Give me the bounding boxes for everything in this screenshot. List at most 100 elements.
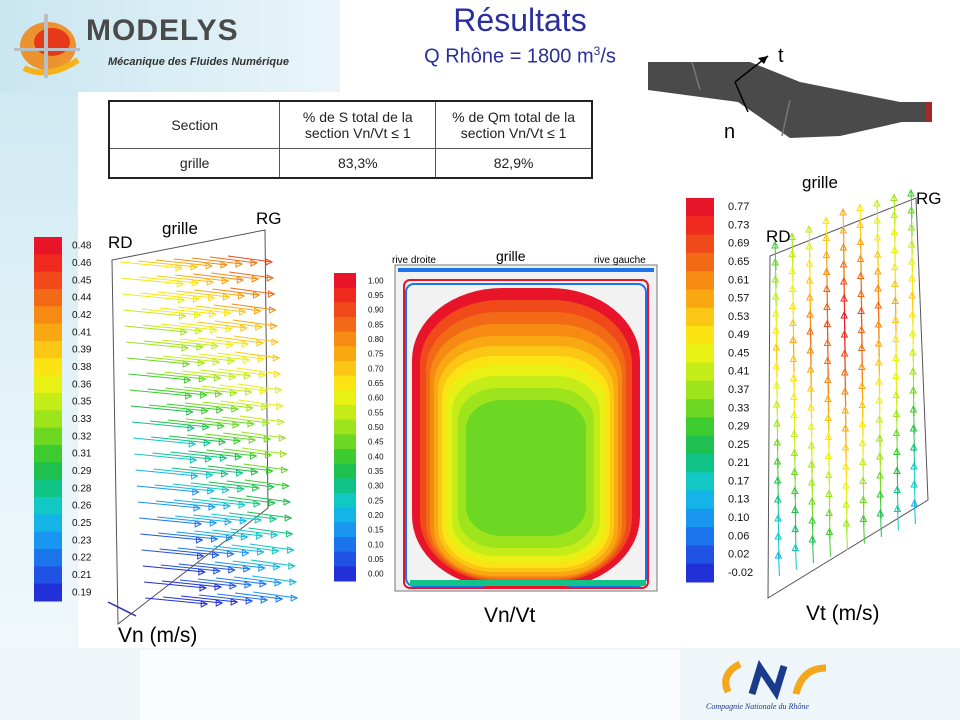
vt-arrowhead [859,495,868,503]
legend-swatch [34,254,62,273]
vn-arrowhead [278,434,287,442]
vt-arrowhead [909,404,918,413]
legend-swatch [686,271,714,290]
vt-arrowhead [839,242,848,251]
vn-arrowhead [203,439,212,447]
vn-arrow [241,431,286,439]
vn-arrowhead [234,453,243,461]
vn-arrow [229,512,277,520]
vn-arrowhead [183,376,192,384]
vt-arrowhead [909,385,918,394]
vn-arrow [139,517,202,525]
vn-arrowhead [175,264,184,272]
vt-arrowhead [808,534,817,543]
vn-arrowhead [247,420,256,428]
legend-swatch [334,317,356,333]
vt-arrowhead [875,376,883,385]
vt-arrowhead [892,390,901,398]
vn-arrow [170,451,227,459]
legend-tick-label: 0.00 [368,570,384,579]
vn-arrow [212,529,263,537]
legend-swatch [334,346,356,362]
vt-arrowhead [791,543,800,551]
vn-arrowhead [250,259,259,267]
vt-arrowhead [856,254,865,262]
vt-arrowhead [808,515,817,524]
vn-vt-contour-band [410,580,646,586]
legend-tick-label: 0.69 [728,238,749,250]
legend-tick-label: 0.49 [728,329,749,341]
legend-swatch [686,545,714,565]
vt-arrowhead [822,284,831,292]
vn-caption: Vn (m/s) [118,624,198,647]
vt-arrowhead [873,215,882,224]
vt-arrowhead [771,257,780,266]
vt-arrowhead [874,338,883,347]
legend-swatch [686,527,714,546]
vn-arrow [148,404,208,412]
vt-arrowhead [908,290,917,299]
legend-tick-label: 0.57 [728,293,749,305]
vn-arrowhead [197,552,205,560]
vn-arrow [121,277,184,285]
vn-arrow [182,370,236,378]
vn-arrowhead [266,274,275,282]
legend-tick-label: 0.45 [72,275,92,286]
legend-tick-label: 0.65 [368,379,384,388]
legend-tick-label: 0.90 [368,306,384,315]
vn-arrow [188,450,242,458]
vn-arrowhead [191,279,200,287]
vn-arrow [183,386,237,394]
vn-arrow [199,353,250,361]
vt-arrowhead [789,373,798,381]
vn-arrow [226,480,274,488]
vt-arrowhead [773,456,782,465]
vn-arrowhead [239,308,247,316]
vn-arrow [225,464,273,472]
vt-arrowhead [893,504,902,512]
vn-arrow [197,578,252,586]
vn-arrow [195,305,246,313]
grille-label: grille [162,219,198,238]
vt-arrowhead [773,475,782,484]
vt-arrowhead [823,356,832,364]
vt-arrowhead [890,193,898,201]
legend-tick-label: 0.40 [368,452,384,461]
vt-arrow [828,528,831,557]
vn-arrowhead [221,470,229,478]
legend-tick-label: 0.45 [728,347,749,359]
vn-arrowhead [251,275,260,283]
vn-arrow [140,533,203,541]
vn-arrow [181,595,238,603]
legend-tick-label: 0.21 [728,457,749,469]
vt-arrowhead [771,308,780,317]
table-header-row: Section % de S total de la section Vn/Vt… [108,100,593,149]
vn-arrowhead [224,309,232,317]
legend-swatch [34,462,62,481]
vn-arrow [242,447,287,455]
vt-arrowhead [806,345,815,354]
table-row: grille 83,3% 82,9% [108,148,593,179]
vn-arrow [179,579,237,587]
vt-arrows [771,188,919,577]
vn-arrowhead [267,483,275,491]
vn-arrowhead [236,469,244,477]
legend-swatch [334,463,356,479]
vn-arrow [219,384,267,392]
vt-arrowhead [807,402,815,411]
vn-arrowhead [230,389,238,397]
vn-arrow [253,591,298,599]
vt-arrowhead [840,367,849,376]
vn-arrow [197,337,249,345]
legend-swatch [334,449,356,465]
modelys-logo-icon [14,14,80,78]
vt-arrowhead [893,466,901,474]
vn-arrowhead [270,531,279,539]
vn-arrow [143,581,207,589]
vt-arrowhead [873,232,882,241]
vn-arrowhead [210,326,218,334]
vn-arrow [119,261,183,269]
vn-arrow [160,564,220,572]
vn-arrow [193,273,244,281]
legend-tick-label: 0.95 [368,291,384,300]
